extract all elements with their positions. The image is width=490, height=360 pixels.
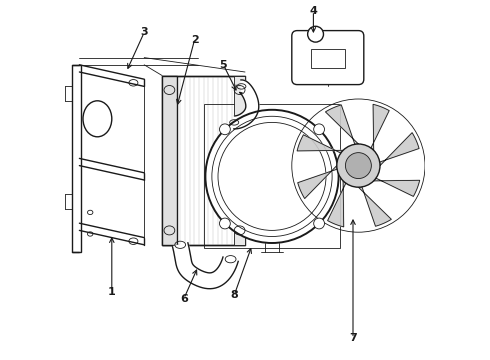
Circle shape [205, 110, 339, 243]
Text: 3: 3 [141, 27, 148, 37]
Polygon shape [328, 181, 346, 227]
Polygon shape [371, 104, 389, 150]
Polygon shape [325, 105, 358, 144]
Bar [162, 76, 245, 245]
Circle shape [314, 124, 324, 135]
Polygon shape [298, 166, 337, 198]
Circle shape [220, 124, 230, 135]
Circle shape [337, 144, 380, 187]
Polygon shape [234, 80, 259, 129]
Text: 4: 4 [310, 6, 318, 16]
Text: 2: 2 [191, 35, 198, 45]
Text: 7: 7 [349, 333, 357, 343]
Polygon shape [380, 133, 419, 166]
Text: 5: 5 [220, 60, 227, 70]
Polygon shape [374, 178, 419, 196]
Circle shape [220, 218, 230, 229]
Text: 8: 8 [230, 290, 238, 300]
Polygon shape [297, 135, 343, 153]
FancyBboxPatch shape [292, 31, 364, 85]
Circle shape [314, 218, 324, 229]
Text: 6: 6 [180, 294, 188, 304]
Circle shape [308, 26, 323, 42]
Circle shape [345, 153, 371, 179]
Polygon shape [358, 187, 392, 226]
Bar [234, 76, 245, 245]
Bar [162, 76, 176, 245]
Polygon shape [172, 243, 238, 289]
Text: 1: 1 [108, 287, 116, 297]
